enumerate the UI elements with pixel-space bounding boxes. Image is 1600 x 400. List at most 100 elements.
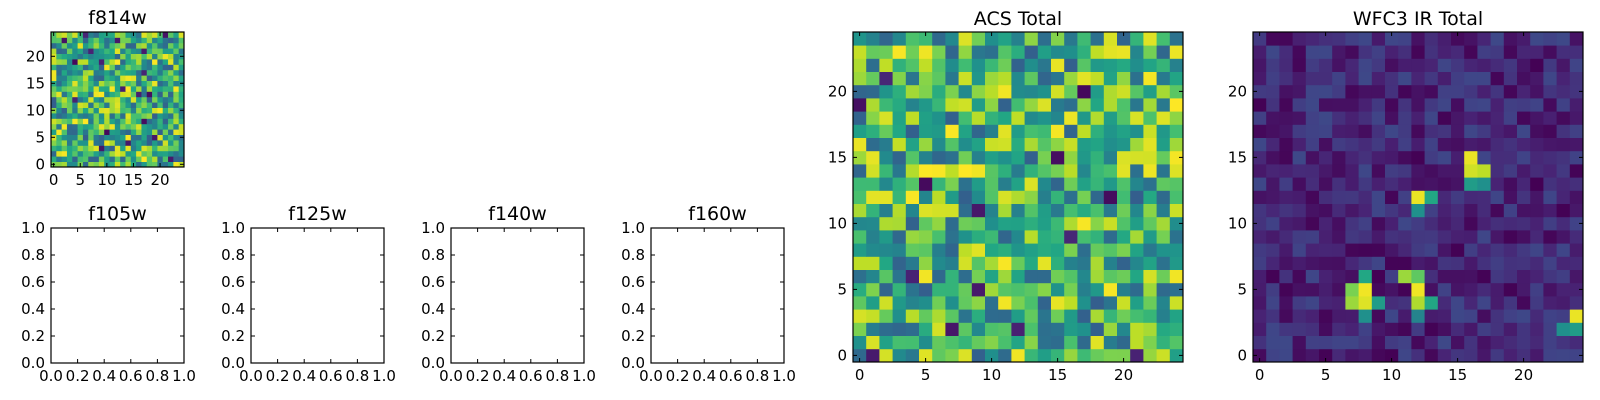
heatmap-cell [98, 37, 105, 44]
heatmap-cell [168, 75, 174, 81]
heatmap-cell [66, 37, 73, 44]
heatmap-cell [1292, 177, 1307, 191]
heatmap-cell [114, 86, 121, 92]
heatmap-cell [1156, 309, 1171, 323]
heatmap-cell [1077, 296, 1091, 310]
x-tick-label: 1.0 [172, 367, 196, 385]
heatmap-cell [1169, 150, 1184, 165]
heatmap-cell [945, 256, 959, 270]
heatmap-cell [1279, 45, 1293, 59]
heatmap-cell [1543, 124, 1557, 138]
heatmap-cell [919, 137, 933, 152]
heatmap-cell [168, 113, 174, 119]
heatmap-cell [998, 309, 1012, 323]
heatmap-cell [1064, 243, 1078, 257]
heatmap-cell [157, 150, 164, 157]
heatmap-cell [1024, 282, 1039, 297]
heatmap-cell [66, 140, 73, 146]
heatmap-cell [1024, 71, 1039, 86]
heatmap-cell [72, 96, 78, 103]
heatmap-cell [120, 96, 126, 103]
heatmap-cell [1517, 309, 1531, 323]
heatmap-cell [985, 124, 999, 138]
heatmap-cell [1371, 137, 1386, 152]
heatmap-cell [892, 203, 907, 218]
heatmap-cell [1345, 296, 1359, 310]
heatmap-cell [1530, 282, 1544, 297]
heatmap-cell [985, 84, 999, 99]
heatmap-cell [82, 59, 89, 65]
heatmap-cell [1503, 282, 1518, 297]
heatmap-cell [985, 322, 999, 336]
heatmap-cell [1305, 243, 1320, 257]
heatmap-cell [1292, 190, 1307, 204]
heatmap-cell [168, 134, 174, 141]
heatmap-cell [88, 37, 94, 44]
heatmap-cell [1292, 269, 1307, 284]
heatmap-cell [1037, 124, 1052, 138]
heatmap-cell [1305, 309, 1320, 323]
panel-title-f105w: f105w [88, 203, 147, 225]
heatmap-cell [1358, 230, 1373, 244]
heatmap-cell [1398, 111, 1412, 125]
heatmap-cell [1569, 190, 1584, 204]
heatmap-cell [1569, 98, 1584, 112]
heatmap-cell [1169, 269, 1184, 284]
heatmap-cell [1371, 150, 1386, 165]
heatmap-cell [1051, 335, 1065, 350]
heatmap-cell [998, 164, 1012, 178]
heatmap-cell [1253, 84, 1267, 99]
heatmap-cell [157, 80, 164, 87]
heatmap-cell [932, 45, 946, 59]
heatmap-cell [162, 53, 169, 60]
heatmap-cell [72, 161, 78, 168]
heatmap-cell [1103, 309, 1118, 323]
heatmap-cell [1424, 309, 1439, 323]
heatmap-cell [1130, 282, 1144, 297]
heatmap-cell [104, 123, 110, 130]
heatmap-cell [1464, 335, 1478, 350]
heatmap-cell [1130, 58, 1144, 72]
heatmap-cell [1411, 32, 1425, 46]
heatmap-cell [919, 269, 933, 284]
y-tick-label: 0.2 [221, 327, 245, 345]
heatmap-cell [1345, 230, 1359, 244]
heatmap-cell [168, 161, 174, 168]
heatmap-cell [162, 37, 169, 44]
heatmap-cell [1345, 45, 1359, 59]
heatmap-cell [958, 124, 973, 138]
heatmap-cells-f814w [51, 32, 185, 168]
heatmap-cell [879, 58, 893, 72]
heatmap-cell [1358, 98, 1373, 112]
heatmap-cell [945, 269, 959, 284]
heatmap-cell [1358, 243, 1373, 257]
heatmap-cell [866, 190, 880, 204]
heatmap-cell [1117, 216, 1131, 231]
heatmap-cell [157, 123, 164, 130]
heatmap-cell [1090, 190, 1105, 204]
heatmap-cell [1371, 164, 1386, 178]
heatmap-cell [1292, 164, 1307, 178]
heatmap-cell [1451, 71, 1465, 86]
heatmap-cell [1051, 322, 1065, 336]
heatmap-cell [958, 348, 973, 363]
heatmap-cell [1011, 322, 1025, 336]
heatmap-cell [1437, 177, 1452, 191]
heatmap-cell [125, 113, 132, 119]
heatmap-cell [88, 75, 94, 81]
heatmap-cell [168, 69, 174, 76]
heatmap-cell [1543, 111, 1557, 125]
heatmap-cell [98, 140, 105, 146]
heatmap-cell [1543, 71, 1557, 86]
heatmap-cell [853, 256, 867, 270]
heatmap-cell [178, 91, 185, 98]
heatmap-cell [1451, 203, 1465, 218]
heatmap-cell [1064, 203, 1078, 218]
x-tick-label: 0.0 [439, 367, 463, 385]
heatmap-cell [1156, 111, 1171, 125]
heatmap-cell [1143, 150, 1157, 165]
heatmap-cell [1103, 58, 1118, 72]
heatmap-cell [998, 322, 1012, 336]
heatmap-cell [1424, 111, 1439, 125]
heatmap-cell [120, 102, 126, 108]
